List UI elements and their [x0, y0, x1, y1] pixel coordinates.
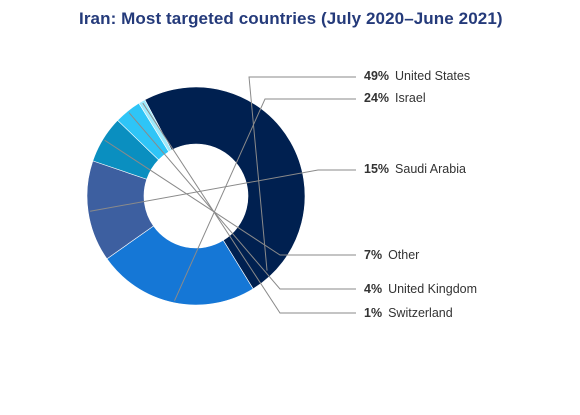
- legend-label-saudi-arabia: 15% Saudi Arabia: [364, 162, 466, 176]
- slice-category-label: Saudi Arabia: [395, 162, 466, 176]
- slice-israel: [106, 225, 254, 306]
- leader-lines-layer: [90, 76, 356, 314]
- slice-category-label: Israel: [395, 91, 426, 105]
- slice-value-label: 24%: [364, 91, 389, 105]
- leader-line-israel: [174, 98, 356, 302]
- slice-value-label: 7%: [364, 248, 382, 262]
- slice-switzerland: [138, 99, 172, 153]
- leader-line-united-states: [248, 76, 356, 271]
- slice-value-label: 15%: [364, 162, 389, 176]
- slice-category-label: United States: [395, 69, 470, 83]
- slice-united-states: [144, 86, 306, 290]
- chart-title: Iran: Most targeted countries (July 2020…: [79, 9, 503, 28]
- slice-value-label: 4%: [364, 282, 382, 296]
- leader-line-united-kingdom: [128, 112, 356, 290]
- legend-label-united-kingdom: 4% United Kingdom: [364, 282, 477, 296]
- leader-line-switzerland: [142, 102, 356, 314]
- slice-value-label: 1%: [364, 306, 382, 320]
- slices-layer: [86, 86, 306, 306]
- slice-category-label: United Kingdom: [388, 282, 477, 296]
- legend-label-united-states: 49% United States: [364, 69, 470, 83]
- legend-label-switzerland: 1% Switzerland: [364, 306, 453, 320]
- legend-labels-layer: 49% United States 24% Israel 15% Saudi Arabia…: [364, 69, 477, 320]
- slice-value-label: 49%: [364, 69, 389, 83]
- slice-category-label: Switzerland: [388, 306, 453, 320]
- slice-category-label: Other: [388, 248, 419, 262]
- legend-label-israel: 24% Israel: [364, 91, 426, 105]
- leader-line-other: [104, 139, 356, 256]
- legend-label-other: 7% Other: [364, 248, 419, 262]
- leader-line-saudi-arabia: [90, 169, 356, 212]
